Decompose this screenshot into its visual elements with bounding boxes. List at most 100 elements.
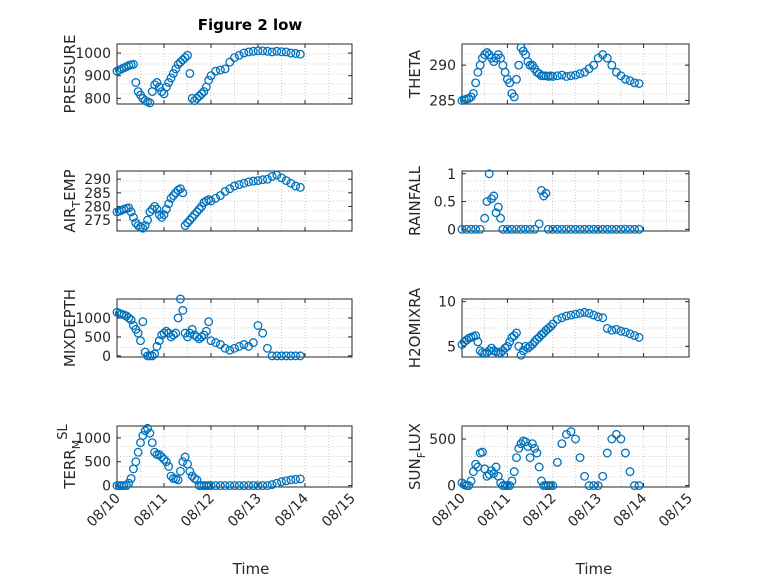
data-point (206, 481, 216, 491)
data-point (620, 74, 630, 84)
data-point (133, 328, 143, 338)
data-point (491, 462, 501, 472)
data-point (634, 481, 644, 491)
data-point (281, 47, 291, 57)
y-tick-label: 280 (84, 199, 111, 215)
data-point (537, 476, 546, 486)
data-point (484, 169, 494, 179)
data-point (175, 294, 185, 304)
data-point (164, 462, 174, 471)
data-point (514, 443, 524, 453)
data-point (187, 324, 197, 334)
data-point (272, 478, 282, 488)
data-point (512, 224, 521, 234)
data-point (466, 224, 476, 234)
data-point (539, 328, 549, 338)
data-point (258, 46, 268, 56)
data-point (197, 89, 207, 99)
data-point (143, 423, 152, 433)
data-point (183, 218, 192, 228)
x-tick-label: 08/12 (520, 491, 560, 531)
data-point (286, 48, 296, 58)
data-point (199, 87, 209, 96)
data-point (561, 224, 571, 234)
y-axis-label: MIXDEPTH (61, 289, 79, 367)
data-point (211, 481, 221, 491)
data-point (201, 326, 211, 336)
data-point (178, 305, 188, 315)
data-point (580, 224, 590, 234)
data-point (548, 72, 558, 81)
data-point (537, 330, 546, 340)
data-point (253, 46, 263, 56)
data-point (557, 70, 567, 80)
data-point (145, 428, 155, 438)
data-point (527, 439, 537, 449)
data-point (543, 323, 553, 333)
data-point (532, 334, 542, 344)
data-point (625, 76, 635, 86)
data-point (475, 224, 485, 234)
data-point (166, 471, 176, 481)
y-tick-label: 275 (84, 213, 111, 229)
data-point (178, 55, 188, 65)
x-tick-label: 08/15 (656, 491, 696, 531)
data-point (164, 199, 174, 209)
data-point (552, 457, 562, 467)
data-point (239, 340, 249, 349)
data-point (168, 330, 178, 340)
data-point (150, 202, 160, 211)
data-point (197, 332, 207, 342)
data-point (557, 224, 567, 234)
data-point (185, 68, 195, 78)
data-point (471, 224, 481, 234)
data-point (136, 438, 145, 448)
data-point (602, 53, 612, 63)
data-point (541, 188, 551, 198)
data-point (281, 476, 291, 486)
data-point (557, 439, 567, 449)
data-point (589, 481, 599, 491)
data-point (561, 429, 571, 439)
axes-box (116, 43, 353, 105)
data-point (272, 351, 282, 361)
x-axis-label-right: Time (575, 560, 613, 578)
data-point (561, 311, 571, 321)
data-point (464, 93, 474, 103)
data-point (131, 78, 141, 87)
data-point (220, 343, 230, 353)
data-point (464, 481, 474, 491)
data-point (220, 481, 230, 491)
data-point (143, 215, 152, 225)
y-tick-label: 5 (447, 339, 456, 355)
data-point (150, 349, 160, 359)
data-point (138, 317, 148, 327)
data-point (150, 447, 160, 457)
data-point (140, 221, 150, 230)
data-point (552, 71, 562, 81)
data-point (220, 187, 230, 196)
data-point (505, 481, 515, 491)
data-point (616, 434, 626, 444)
y-axis-label: RAINFALL (406, 165, 424, 236)
data-point (527, 340, 537, 349)
data-point (183, 50, 192, 60)
data-point (534, 219, 544, 229)
data-point (546, 322, 555, 332)
data-point (244, 177, 254, 187)
data-point (180, 221, 190, 230)
y-axis-label: AIRTEMP (61, 169, 83, 232)
data-point (489, 191, 499, 201)
data-point (593, 224, 603, 234)
data-point (145, 98, 155, 108)
data-point (598, 224, 608, 234)
data-point (262, 481, 272, 491)
y-tick-label: 800 (84, 91, 111, 107)
data-point (566, 310, 576, 320)
subplot-7: 0 500 1000 08/10 08/11 08/12 08/13 08/14 08/15 TE… (56, 423, 359, 530)
data-point (157, 87, 167, 96)
x-tick-label: 08/13 (565, 491, 605, 531)
